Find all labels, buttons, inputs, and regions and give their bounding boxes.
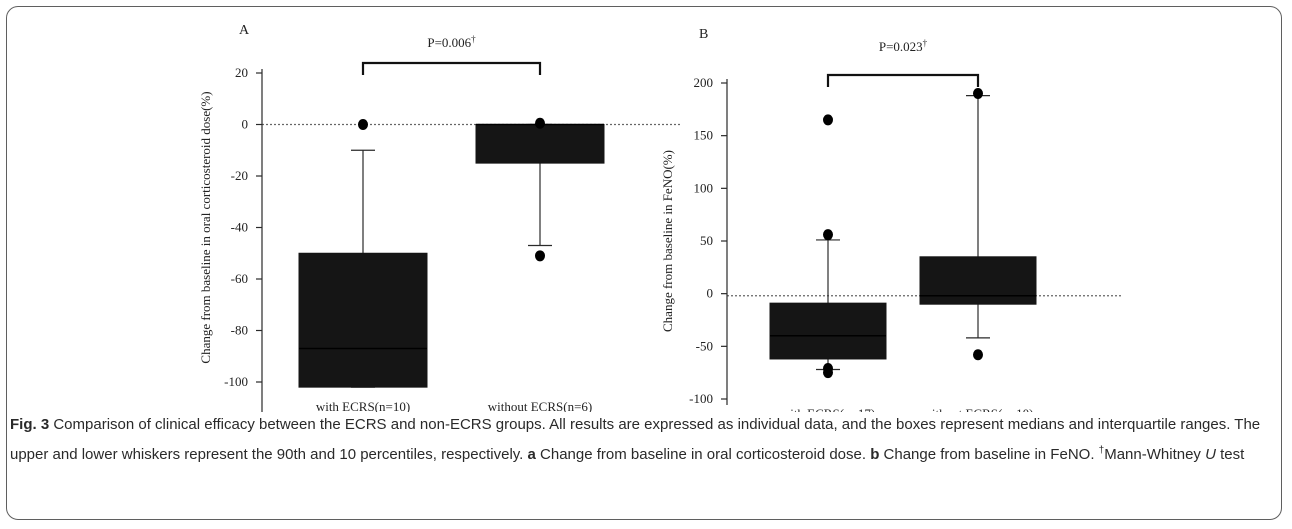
p-value-label: P=0.006† bbox=[427, 34, 476, 50]
significance-bracket bbox=[826, 73, 980, 87]
y-tick-label: -20 bbox=[231, 168, 248, 183]
y-tick-label: 200 bbox=[694, 75, 714, 90]
p-value-label: P=0.023† bbox=[879, 38, 928, 54]
outlier-point bbox=[973, 88, 983, 100]
y-tick-label: 150 bbox=[694, 128, 714, 143]
y-tick-label: 50 bbox=[700, 233, 713, 248]
y-tick-label: -50 bbox=[696, 338, 713, 353]
y-tick-label: 100 bbox=[694, 180, 714, 195]
caption-text-3: Change from baseline in FeNO. bbox=[879, 446, 1099, 463]
y-tick-label: 0 bbox=[707, 286, 714, 301]
outlier-point bbox=[973, 349, 983, 361]
box-iqr bbox=[769, 302, 887, 360]
y-tick-label: 0 bbox=[242, 117, 249, 132]
category-label: without ECRS(n=6) bbox=[488, 399, 592, 412]
y-axis-label: Change from baseline in FeNO(%) bbox=[660, 150, 675, 332]
caption-fig-label: Fig. 3 bbox=[10, 416, 50, 433]
y-tick-label: -100 bbox=[689, 391, 713, 406]
figure-frame bbox=[6, 6, 1282, 520]
p-value-dagger: † bbox=[923, 38, 928, 48]
box-iqr bbox=[475, 124, 605, 164]
panel-label: A bbox=[239, 23, 250, 38]
panel-label: B bbox=[699, 27, 708, 42]
box-iqr bbox=[919, 256, 1037, 305]
category-label: without ECRS(n=10) bbox=[923, 406, 1034, 412]
outlier-point bbox=[358, 119, 368, 130]
y-tick-label: -40 bbox=[231, 220, 248, 235]
caption-text-5: test bbox=[1215, 446, 1245, 463]
caption-text-1: Comparison of clinical efficacy between … bbox=[10, 416, 1261, 463]
caption-u-letter: U bbox=[1205, 446, 1216, 463]
category-label: with ECRS(n=17) bbox=[781, 406, 875, 412]
panel-a: A 20 0 -20 -40 -60 -80 -100 Change from baseline… bbox=[198, 23, 680, 412]
outlier-point bbox=[823, 114, 833, 126]
outlier-point bbox=[823, 229, 833, 241]
caption-panel-b-label: b bbox=[870, 446, 880, 463]
outlier-point bbox=[535, 250, 545, 262]
y-tick-label: 20 bbox=[235, 65, 248, 80]
significance-bracket bbox=[361, 61, 542, 75]
outlier-point bbox=[823, 367, 833, 379]
category-label: with ECRS(n=10) bbox=[316, 399, 410, 412]
p-value-dagger: † bbox=[471, 34, 476, 44]
y-tick-label: -100 bbox=[224, 374, 248, 389]
figure-caption: Fig. 3 Comparison of clinical efficacy b… bbox=[10, 412, 1265, 468]
panel-b: B 200 150 100 50 0 -50 -100 Change from baseline… bbox=[660, 27, 1122, 412]
caption-text-2: Change from baseline in oral corticoster… bbox=[535, 446, 871, 463]
caption-text-4: Mann-Whitney bbox=[1104, 446, 1206, 463]
caption-panel-a-label: a bbox=[527, 446, 536, 463]
caption-dagger: † bbox=[1098, 445, 1105, 456]
y-tick-label: -80 bbox=[231, 323, 248, 338]
box-iqr bbox=[298, 252, 428, 388]
y-axis-label: Change from baseline in oral corticoster… bbox=[198, 91, 213, 363]
outlier-point bbox=[535, 117, 545, 129]
y-tick-label: -60 bbox=[231, 271, 248, 286]
